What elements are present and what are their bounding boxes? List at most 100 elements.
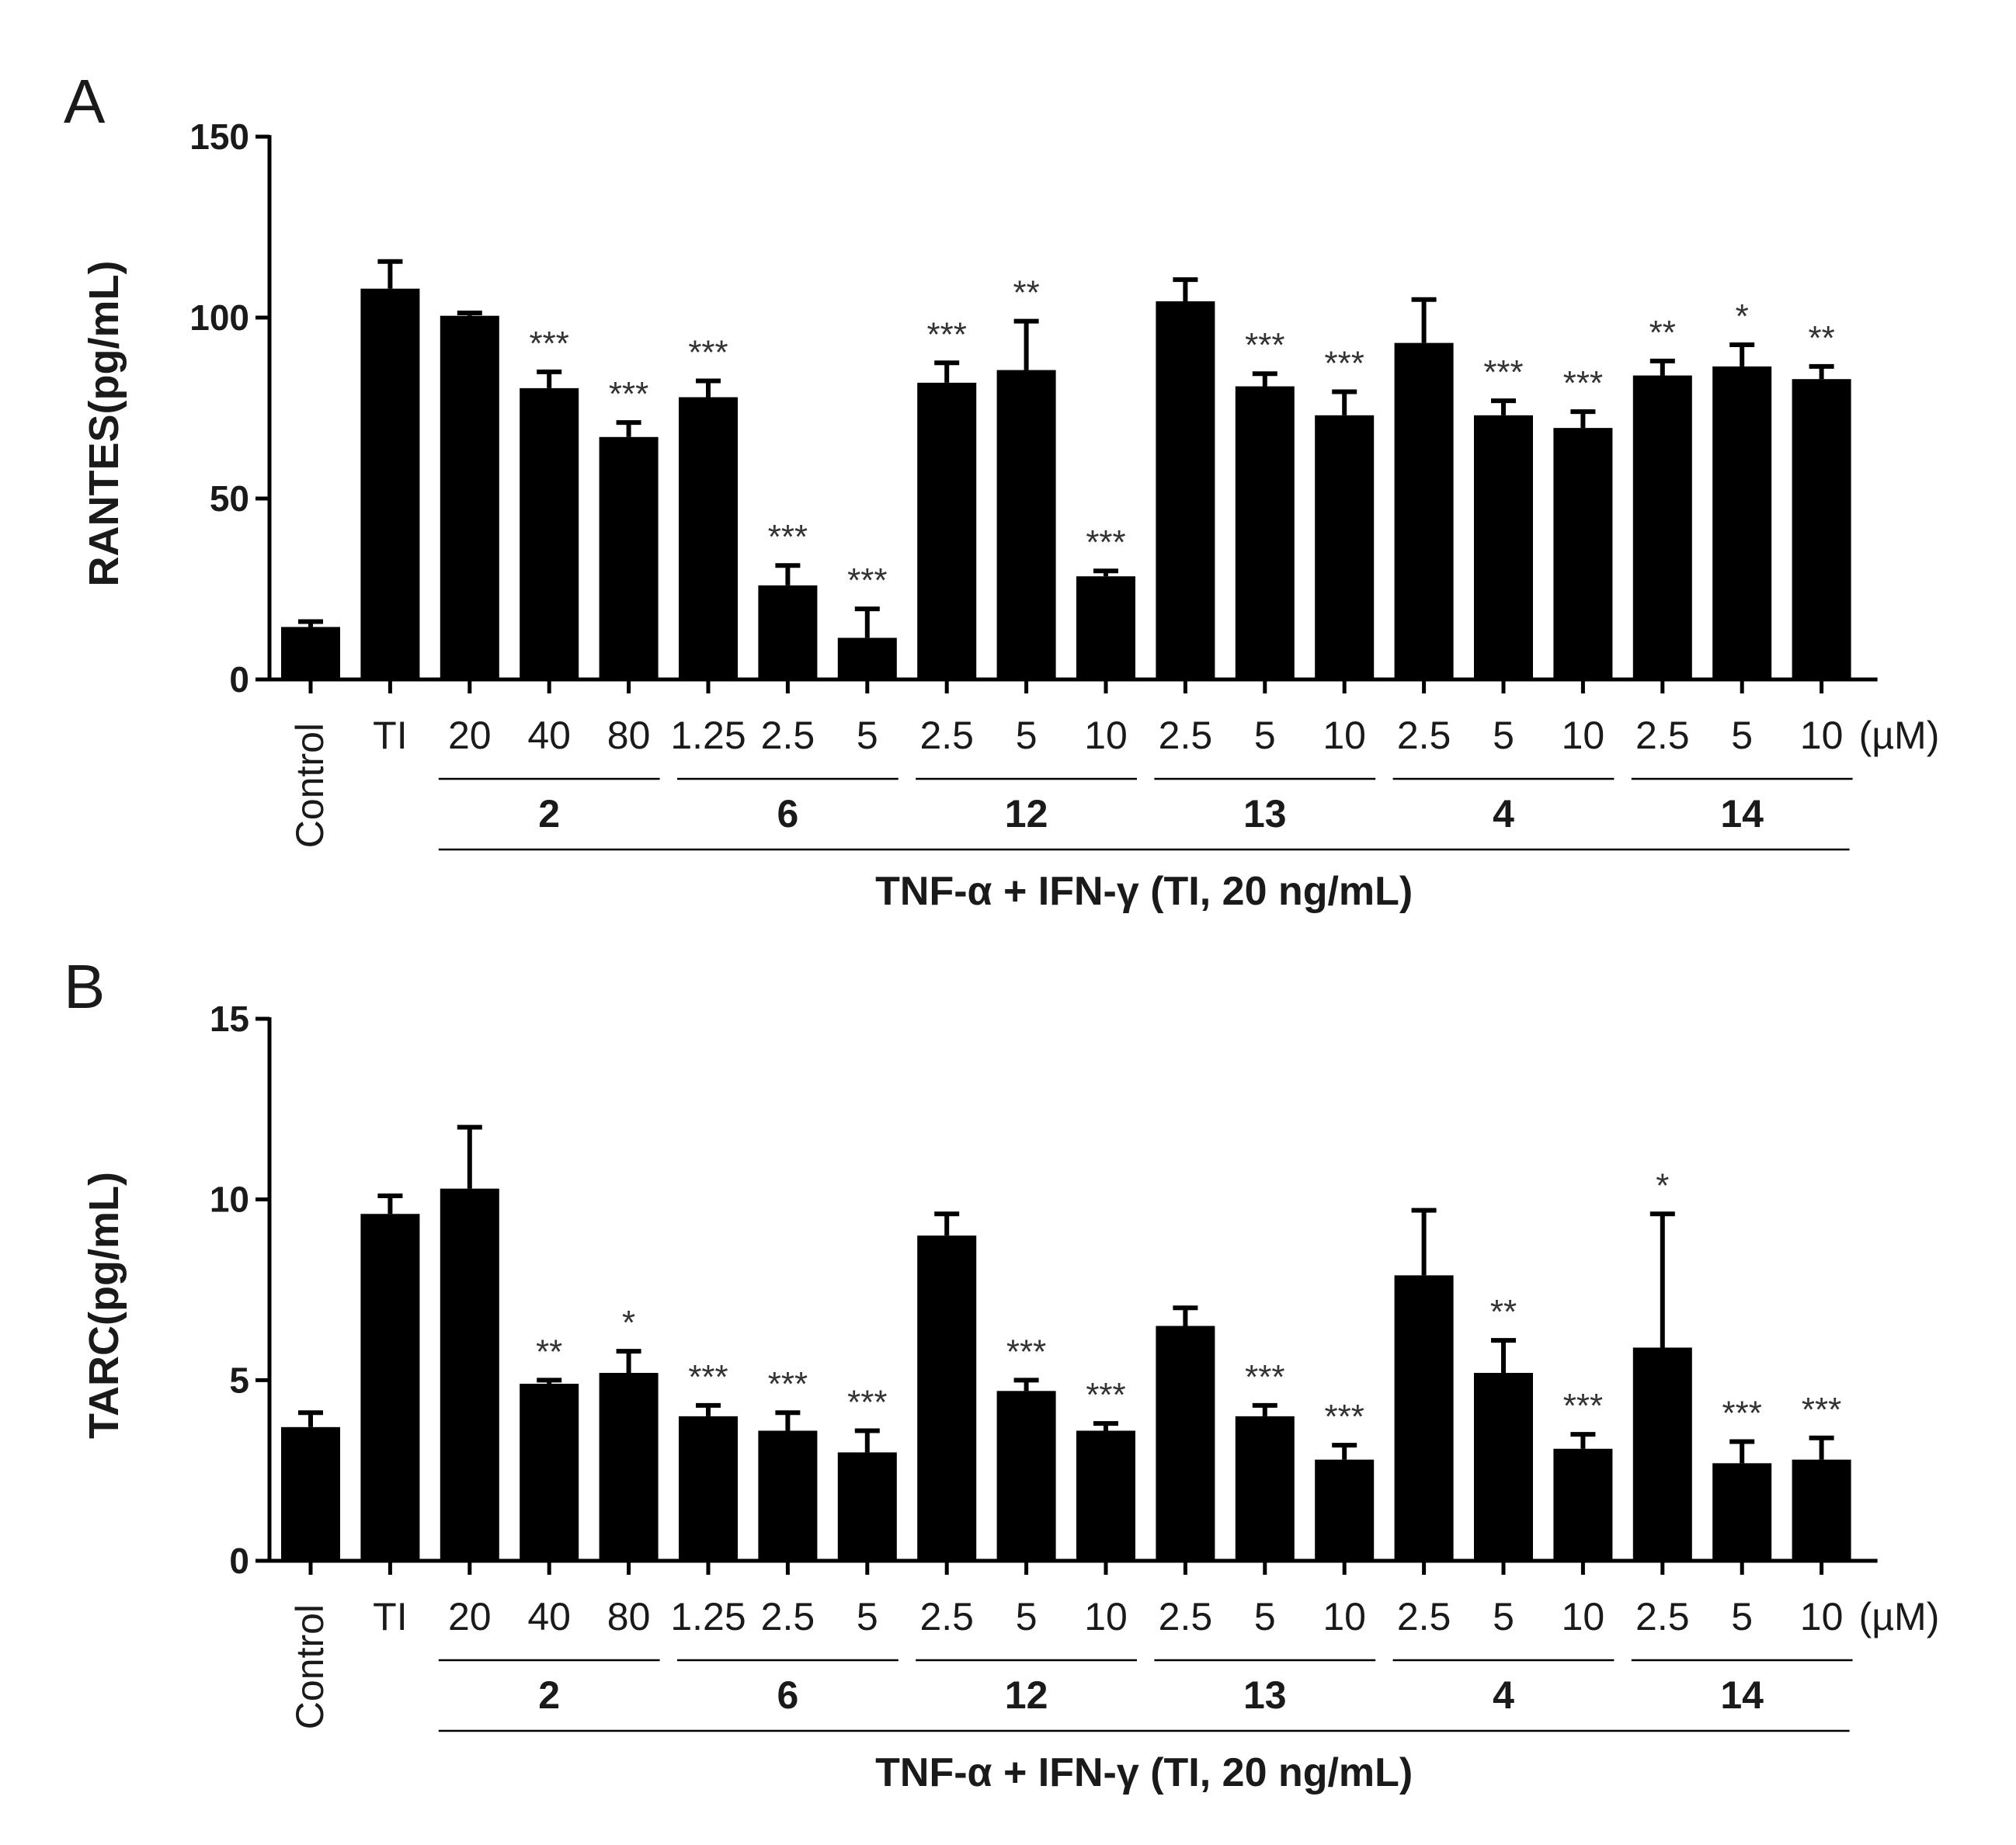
bar [360, 1214, 420, 1561]
panel-letter: B [64, 952, 105, 1021]
x-category-label: 2.5 [1159, 714, 1213, 757]
unit-label: (µM) [1859, 1595, 1940, 1638]
significance-mark: *** [1325, 1398, 1364, 1436]
bar [1632, 375, 1692, 679]
x-category-label: 10 [1084, 714, 1128, 757]
x-category-label: TI [373, 714, 407, 757]
x-category-label: 10 [1323, 1595, 1366, 1638]
significance-mark: * [1736, 297, 1749, 335]
y-tick-label: 10 [210, 1180, 249, 1220]
significance-mark: *** [1563, 364, 1603, 402]
x-category-label: Control [288, 723, 332, 848]
significance-mark: *** [927, 315, 967, 353]
bar [1076, 576, 1135, 679]
x-category-label: 40 [527, 1595, 571, 1638]
bar [360, 288, 420, 679]
significance-mark: *** [1006, 1332, 1046, 1371]
x-category-label: 10 [1084, 1595, 1128, 1638]
significance-mark: *** [1802, 1391, 1841, 1429]
bar [1076, 1430, 1135, 1561]
bar [1394, 342, 1454, 679]
y-tick-label: 5 [229, 1360, 249, 1400]
x-category-label: 2.5 [1635, 1595, 1690, 1638]
x-category-label: 80 [607, 1595, 651, 1638]
panel-letter: A [64, 67, 106, 136]
group-label: 14 [1720, 792, 1764, 836]
bar [1553, 1448, 1613, 1561]
group-label: 12 [1005, 1673, 1048, 1717]
x-category-label: 2.5 [761, 714, 815, 757]
bar [1394, 1275, 1454, 1561]
significance-mark: ** [536, 1332, 562, 1371]
y-tick-label: 100 [189, 297, 249, 338]
x-category-label: Control [288, 1604, 332, 1729]
significance-mark: ** [1808, 319, 1834, 357]
group-label: 14 [1720, 1673, 1764, 1717]
x-category-label: 5 [1016, 714, 1038, 757]
significance-mark: *** [609, 375, 648, 413]
y-tick-label: 50 [210, 478, 249, 519]
significance-mark: ** [1649, 314, 1676, 352]
significance-mark: *** [1086, 1376, 1125, 1414]
group-label: 2 [538, 1673, 560, 1717]
y-tick-label: 0 [229, 1541, 249, 1581]
x-category-label: 2.5 [919, 1595, 974, 1638]
group-label: 2 [538, 792, 560, 836]
x-axis-label: TNF-α + IFN-γ (TI, 20 ng/mL) [875, 1750, 1413, 1795]
bar [679, 1416, 738, 1561]
significance-mark: *** [768, 1365, 808, 1403]
significance-mark: ** [1013, 274, 1039, 312]
bar [440, 315, 499, 679]
bar [1235, 1416, 1295, 1561]
bar [1315, 415, 1375, 679]
y-axis-label: RANTES(pg/mL) [81, 261, 127, 587]
bar [440, 1188, 499, 1561]
bar [520, 1383, 579, 1561]
group-label: 13 [1243, 1673, 1287, 1717]
bar [1235, 386, 1295, 679]
significance-mark: *** [847, 561, 887, 599]
x-category-label: 2.5 [1159, 1595, 1213, 1638]
significance-mark: *** [688, 1358, 728, 1396]
bar [996, 370, 1056, 679]
significance-mark: * [622, 1304, 635, 1342]
bar [1474, 415, 1533, 679]
x-category-label: 2.5 [1397, 1595, 1451, 1638]
significance-mark: *** [768, 518, 808, 556]
bar [520, 387, 579, 679]
significance-mark: *** [688, 334, 728, 372]
x-category-label: 2.5 [1635, 714, 1690, 757]
bar [1553, 428, 1613, 679]
bar [281, 627, 340, 679]
bar [758, 585, 818, 679]
x-axis-label: TNF-α + IFN-γ (TI, 20 ng/mL) [875, 869, 1413, 914]
x-category-label: 1.25 [670, 714, 746, 757]
bar [917, 1235, 977, 1561]
group-label: 13 [1243, 792, 1287, 836]
x-category-label: 5 [1731, 714, 1753, 757]
bar [1156, 1326, 1215, 1561]
x-category-label: 5 [857, 714, 878, 757]
x-category-label: 5 [1493, 714, 1514, 757]
bar [837, 638, 897, 679]
unit-label: (µM) [1859, 714, 1940, 757]
bar [758, 1430, 818, 1561]
significance-mark: ** [1490, 1293, 1517, 1331]
bar [1315, 1459, 1375, 1561]
x-category-label: 10 [1323, 714, 1366, 757]
significance-mark: *** [1245, 1358, 1284, 1396]
x-category-label: 1.25 [670, 1595, 746, 1638]
y-axis-label: TARC(pg/mL) [81, 1172, 127, 1439]
significance-mark: * [1656, 1166, 1669, 1204]
significance-mark: *** [1722, 1394, 1762, 1432]
x-category-label: 10 [1800, 1595, 1844, 1638]
significance-mark: *** [1563, 1387, 1603, 1425]
x-category-label: 10 [1562, 714, 1605, 757]
bar [599, 436, 659, 679]
bar [1792, 1459, 1851, 1561]
bar [679, 397, 738, 679]
bar [917, 382, 977, 679]
x-category-label: 5 [1731, 1595, 1753, 1638]
